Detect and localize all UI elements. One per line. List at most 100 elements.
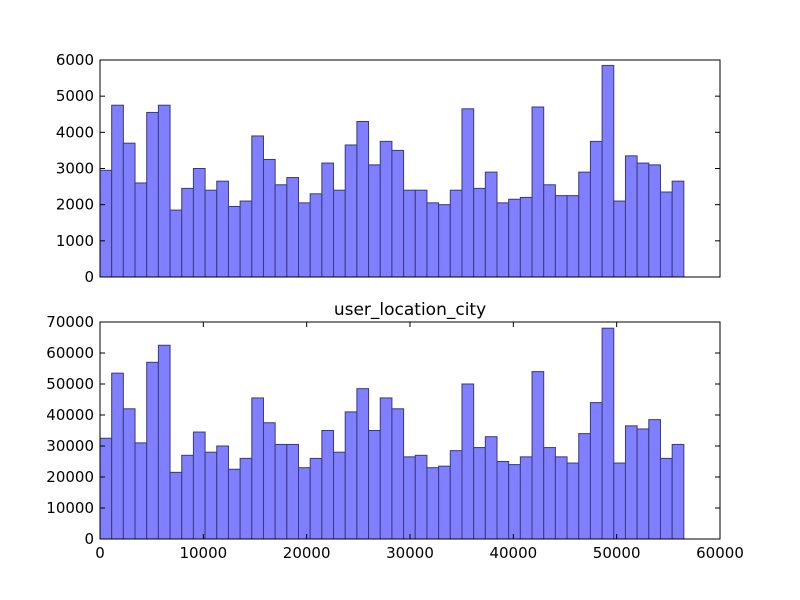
bottom-bar bbox=[438, 465, 451, 540]
top-bar bbox=[356, 120, 370, 278]
top-ytick-label: 4000 bbox=[56, 123, 94, 141]
bottom-ticks-group: 0 10000 20000 30000 40000 50000 60000 70000 0 100… bbox=[46, 313, 744, 562]
top-ytick-label: 3000 bbox=[56, 160, 94, 178]
bottom-xtick-label: 40000 bbox=[489, 544, 537, 562]
bottom-bar bbox=[239, 457, 253, 540]
bottom-bar bbox=[648, 419, 661, 540]
top-bar bbox=[122, 142, 136, 278]
bottom-ytick-label: 30000 bbox=[46, 437, 94, 455]
top-bar bbox=[169, 209, 183, 278]
top-bar bbox=[566, 195, 580, 278]
top-bar bbox=[111, 104, 124, 278]
bottom-bar bbox=[391, 408, 405, 540]
top-bar bbox=[543, 184, 556, 278]
top-bar bbox=[262, 158, 276, 278]
bottom-bar bbox=[414, 454, 428, 540]
bottom-ytick-label: 60000 bbox=[46, 344, 94, 362]
top-bar bbox=[484, 171, 498, 278]
bottom-bar bbox=[566, 462, 580, 540]
bottom-ytick-label: 20000 bbox=[46, 468, 94, 486]
bottom-bar bbox=[134, 442, 148, 540]
bottom-bar bbox=[146, 361, 159, 540]
top-bar bbox=[414, 189, 428, 278]
bottom-histogram-panel: user_location_city 0 10000 20000 30000 40000… bbox=[46, 300, 744, 562]
bottom-bar bbox=[262, 422, 276, 540]
bottom-bar bbox=[543, 447, 556, 540]
bottom-bar bbox=[473, 447, 486, 540]
top-bar bbox=[496, 202, 510, 278]
bottom-bar bbox=[554, 456, 568, 540]
top-bar bbox=[554, 195, 568, 278]
bottom-bar bbox=[321, 430, 335, 540]
top-bar bbox=[519, 196, 533, 278]
bottom-bar bbox=[613, 462, 626, 540]
bottom-bar bbox=[333, 451, 346, 540]
bottom-xtick-label: 10000 bbox=[179, 544, 227, 562]
bottom-bar bbox=[636, 428, 650, 540]
top-bar bbox=[426, 202, 440, 278]
bottom-xtick-label: 0 bbox=[95, 544, 105, 562]
top-bar bbox=[309, 193, 323, 278]
top-bar bbox=[449, 189, 463, 278]
top-bar bbox=[181, 187, 194, 278]
bottom-bar bbox=[356, 388, 370, 540]
top-ytick-label: 1000 bbox=[56, 232, 94, 250]
bottom-bar bbox=[157, 344, 171, 540]
top-bar bbox=[379, 140, 393, 278]
top-bar bbox=[578, 171, 591, 278]
bottom-bar bbox=[204, 451, 218, 540]
bottom-bar bbox=[426, 467, 440, 540]
bottom-bar bbox=[508, 464, 521, 540]
top-bar bbox=[461, 108, 475, 278]
bottom-chart-title: user_location_city bbox=[334, 300, 486, 320]
top-ytick-label: 0 bbox=[84, 268, 94, 286]
top-bar bbox=[613, 200, 626, 278]
bottom-bar bbox=[379, 397, 393, 540]
top-bar bbox=[589, 140, 603, 278]
top-bar bbox=[146, 111, 159, 278]
bottom-bar bbox=[368, 430, 381, 540]
bottom-xtick-label: 60000 bbox=[696, 544, 744, 562]
bottom-ytick-label: 10000 bbox=[46, 499, 94, 517]
top-bar bbox=[473, 187, 486, 278]
bottom-bar bbox=[659, 457, 673, 540]
bottom-bars-group bbox=[99, 327, 685, 540]
top-bar bbox=[227, 205, 241, 278]
top-bar bbox=[624, 155, 638, 278]
bottom-bar bbox=[403, 456, 416, 540]
bottom-bar bbox=[251, 397, 264, 540]
top-ytick-label: 5000 bbox=[56, 87, 94, 105]
bottom-bar bbox=[578, 433, 591, 540]
top-bar bbox=[99, 169, 113, 278]
top-bar bbox=[671, 180, 685, 278]
top-bar bbox=[216, 180, 229, 278]
bottom-axes-frame bbox=[99, 321, 721, 540]
bottom-xtick-label: 50000 bbox=[593, 544, 641, 562]
top-bar bbox=[344, 144, 358, 278]
bottom-bar bbox=[181, 454, 194, 540]
top-bar bbox=[192, 168, 206, 278]
top-ytick-label: 6000 bbox=[56, 51, 94, 69]
bottom-ytick-label: 50000 bbox=[46, 375, 94, 393]
top-ticks-group: 0 1000 2000 3000 4000 5000 6000 bbox=[56, 51, 720, 286]
bottom-bar bbox=[99, 437, 113, 540]
top-bar bbox=[321, 162, 335, 278]
top-bar bbox=[298, 202, 311, 278]
top-bar bbox=[251, 135, 264, 278]
top-bar bbox=[391, 149, 405, 278]
bottom-bar bbox=[519, 456, 533, 540]
bottom-bar bbox=[227, 468, 241, 540]
bottom-bar bbox=[484, 436, 498, 540]
top-bar bbox=[157, 104, 171, 278]
bottom-bar bbox=[344, 411, 358, 540]
top-bar bbox=[333, 189, 346, 278]
top-bar bbox=[204, 189, 218, 278]
top-bar bbox=[648, 164, 661, 278]
top-bar bbox=[438, 204, 451, 278]
bottom-ytick-label: 70000 bbox=[46, 313, 94, 331]
bottom-bar bbox=[496, 461, 510, 540]
bottom-bar bbox=[671, 443, 685, 540]
bottom-bar bbox=[274, 443, 288, 540]
top-bar bbox=[239, 200, 253, 278]
